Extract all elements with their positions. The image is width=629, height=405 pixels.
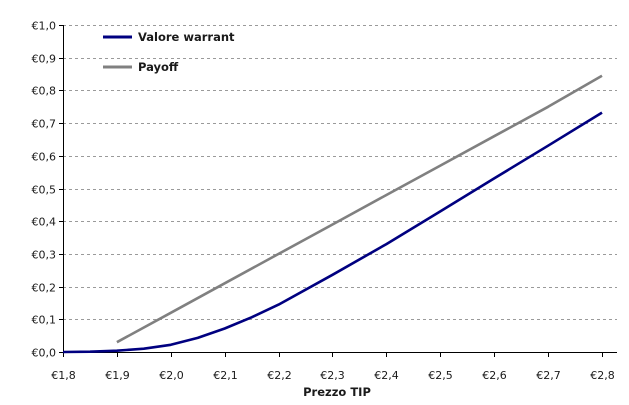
x-tick-label: €2,3 [320,369,345,382]
legend-label: Payoff [138,60,179,74]
y-tick-label: €1,0 [32,20,57,33]
x-tick-label: €2,7 [536,369,561,382]
x-tick-label: €2,0 [159,369,184,382]
series-line-payoff [116,74,603,344]
y-tick-label: €0,4 [32,216,57,229]
y-tick-label: €0,7 [32,118,57,131]
x-tick-label: €1,9 [105,369,130,382]
x-tick-label: €2,1 [213,369,238,382]
x-tick-label: €2,5 [428,369,453,382]
y-axis-tick-labels: €0,0 €0,1 €0,2 €0,3 €0,4 €0,5 €0,6 €0,7 €0,8 €0,9… [32,20,57,360]
x-tick-label: €2,2 [267,369,292,382]
x-tick-label: €2,6 [482,369,507,382]
y-tick-label: €0,3 [32,249,57,262]
series-line-valore-warrant [62,111,603,354]
y-tick-label: €0,8 [32,85,57,98]
y-tick-label: €0,9 [32,53,57,66]
axes [59,25,617,357]
y-tick-label: €0,2 [32,282,57,295]
x-tick-label: €1,8 [51,369,76,382]
x-axis-title: Prezzo TIP [303,385,371,399]
x-tick-label: €2,4 [374,369,399,382]
series-lines [62,74,603,354]
x-axis-tick-labels: €1,8 €1,9 €2,0 €2,1 €2,2 €2,3 €2,4 €2,5 €2,6 €2,7… [51,369,615,382]
x-tick-label: €2,8 [590,369,615,382]
legend: Valore warrant Payoff [103,30,235,74]
y-tick-label: €0,1 [32,314,57,327]
legend-label: Valore warrant [138,30,235,44]
y-tick-label: €0,0 [32,347,57,360]
y-tick-label: €0,5 [32,184,57,197]
y-tick-label: €0,6 [32,151,57,164]
